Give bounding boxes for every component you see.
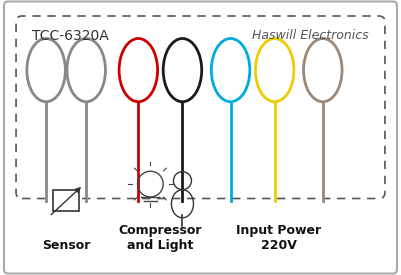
FancyBboxPatch shape [4,1,397,274]
Bar [53,190,79,211]
Text: TCC-6320A: TCC-6320A [32,29,109,43]
Text: Compressor
and Light: Compressor and Light [119,224,202,252]
Text: Input Power
220V: Input Power 220V [236,224,321,252]
Text: Sensor: Sensor [42,239,90,252]
Text: Haswill Electronics: Haswill Electronics [252,29,369,42]
